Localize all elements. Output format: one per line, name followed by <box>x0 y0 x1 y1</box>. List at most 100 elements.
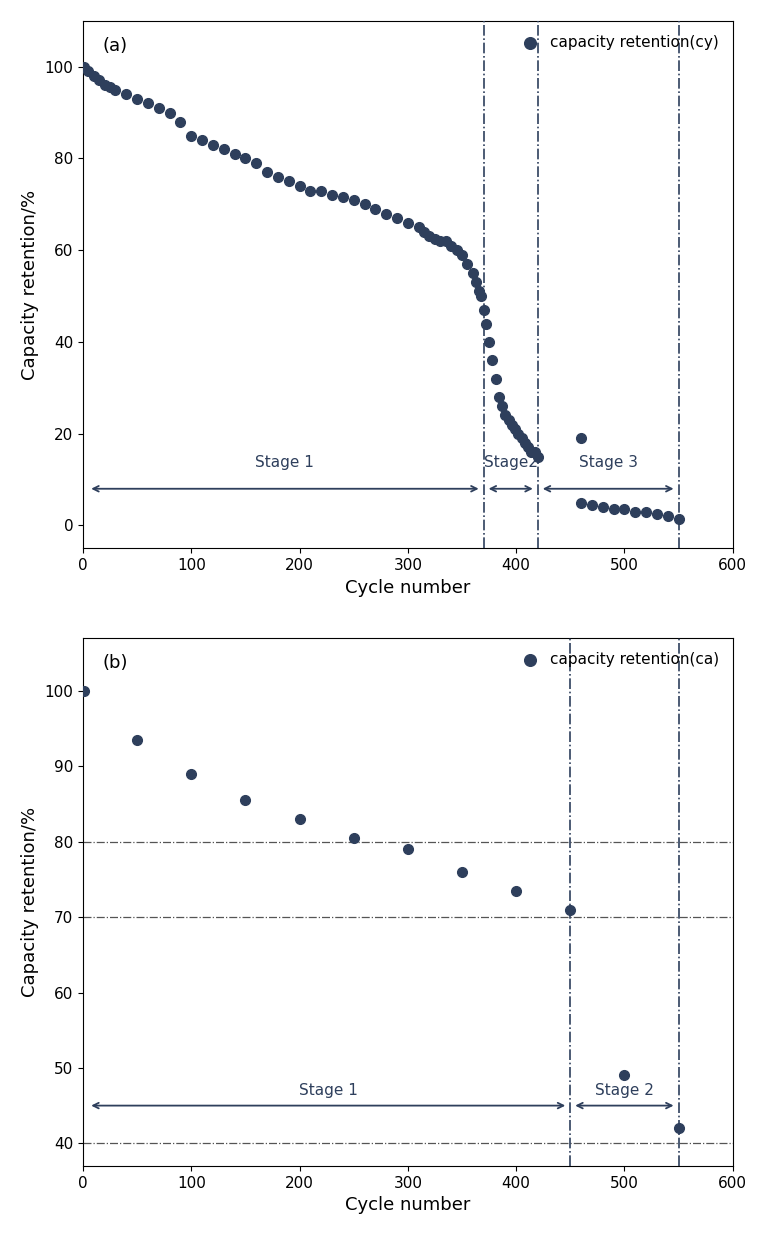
capacity retention(cy) <box>93 70 105 90</box>
capacity retention(cy) <box>618 499 631 519</box>
capacity retention(cy) <box>515 429 528 448</box>
capacity retention(cy) <box>391 209 403 228</box>
capacity retention(cy) <box>575 493 588 513</box>
capacity retention(cy) <box>473 282 485 301</box>
capacity retention(cy) <box>348 190 360 210</box>
capacity retention(cy) <box>434 231 446 251</box>
Text: Stage 1: Stage 1 <box>299 1083 358 1098</box>
capacity retention(cy) <box>88 65 100 85</box>
capacity retention(cy) <box>120 84 132 104</box>
capacity retention(cy) <box>597 498 609 517</box>
capacity retention(cy) <box>423 226 435 246</box>
capacity retention(cy) <box>640 501 652 521</box>
capacity retention(cy) <box>467 263 479 283</box>
capacity retention(cy) <box>528 442 541 462</box>
capacity retention(cy) <box>272 167 284 186</box>
capacity retention(ca) <box>131 730 144 750</box>
capacity retention(cy) <box>315 180 327 200</box>
capacity retention(ca) <box>618 1066 631 1086</box>
Y-axis label: Capacity retention/%: Capacity retention/% <box>21 806 39 997</box>
capacity retention(cy) <box>439 231 452 251</box>
Text: Stage 2: Stage 2 <box>595 1083 654 1098</box>
capacity retention(cy) <box>502 410 515 430</box>
capacity retention(cy) <box>525 442 538 462</box>
capacity retention(cy) <box>499 405 511 425</box>
capacity retention(cy) <box>196 130 208 149</box>
capacity retention(cy) <box>240 148 252 168</box>
capacity retention(cy) <box>483 332 495 352</box>
capacity retention(cy) <box>131 89 144 109</box>
capacity retention(cy) <box>429 228 441 248</box>
capacity retention(cy) <box>164 103 176 122</box>
capacity retention(cy) <box>522 437 535 457</box>
capacity retention(cy) <box>470 273 482 293</box>
Point <box>575 429 588 448</box>
capacity retention(cy) <box>82 62 94 82</box>
Legend: capacity retention(ca): capacity retention(ca) <box>508 646 725 673</box>
capacity retention(cy) <box>650 504 663 524</box>
capacity retention(cy) <box>412 217 425 237</box>
capacity retention(ca) <box>78 682 90 701</box>
capacity retention(cy) <box>509 419 521 438</box>
capacity retention(cy) <box>531 447 544 467</box>
capacity retention(ca) <box>185 764 197 784</box>
capacity retention(cy) <box>672 509 684 529</box>
Text: Stage 3: Stage 3 <box>578 456 637 471</box>
capacity retention(ca) <box>240 790 252 810</box>
capacity retention(ca) <box>672 1119 684 1139</box>
Text: Stage2: Stage2 <box>484 456 538 471</box>
capacity retention(cy) <box>478 300 490 320</box>
capacity retention(cy) <box>304 180 316 200</box>
capacity retention(cy) <box>475 287 488 306</box>
capacity retention(cy) <box>207 135 219 154</box>
capacity retention(cy) <box>450 241 462 261</box>
capacity retention(ca) <box>402 840 414 860</box>
Text: (b): (b) <box>102 655 128 672</box>
capacity retention(cy) <box>283 172 295 191</box>
capacity retention(cy) <box>480 314 492 333</box>
capacity retention(cy) <box>486 351 498 370</box>
capacity retention(cy) <box>336 188 349 207</box>
capacity retention(cy) <box>661 506 674 526</box>
capacity retention(cy) <box>250 153 263 173</box>
capacity retention(cy) <box>418 222 430 242</box>
capacity retention(ca) <box>293 809 306 829</box>
capacity retention(cy) <box>98 75 111 95</box>
capacity retention(cy) <box>293 177 306 196</box>
capacity retention(cy) <box>489 369 502 389</box>
capacity retention(cy) <box>369 199 382 219</box>
capacity retention(ca) <box>456 862 468 882</box>
capacity retention(cy) <box>174 112 187 132</box>
Y-axis label: Capacity retention/%: Capacity retention/% <box>21 189 39 379</box>
capacity retention(cy) <box>185 126 197 146</box>
capacity retention(cy) <box>456 245 468 264</box>
capacity retention(cy) <box>78 57 90 77</box>
capacity retention(ca) <box>348 829 360 848</box>
capacity retention(cy) <box>512 424 525 443</box>
X-axis label: Cycle number: Cycle number <box>345 1197 471 1214</box>
capacity retention(cy) <box>104 78 116 98</box>
capacity retention(cy) <box>109 80 121 100</box>
X-axis label: Cycle number: Cycle number <box>345 579 471 597</box>
capacity retention(cy) <box>153 98 165 117</box>
Legend: capacity retention(cy): capacity retention(cy) <box>509 28 725 56</box>
capacity retention(cy) <box>142 94 154 114</box>
capacity retention(cy) <box>380 204 392 224</box>
capacity retention(ca) <box>510 881 522 900</box>
capacity retention(cy) <box>492 387 505 406</box>
Text: Stage 1: Stage 1 <box>256 456 314 471</box>
capacity retention(cy) <box>607 499 620 519</box>
capacity retention(cy) <box>359 194 371 214</box>
capacity retention(cy) <box>402 212 414 232</box>
capacity retention(cy) <box>326 185 338 205</box>
capacity retention(cy) <box>629 501 641 521</box>
capacity retention(cy) <box>445 236 457 256</box>
capacity retention(cy) <box>505 415 518 435</box>
capacity retention(cy) <box>586 495 598 515</box>
capacity retention(cy) <box>496 396 508 416</box>
capacity retention(cy) <box>518 433 531 453</box>
capacity retention(cy) <box>261 162 273 182</box>
capacity retention(cy) <box>217 140 230 159</box>
capacity retention(cy) <box>462 254 474 274</box>
capacity retention(ca) <box>564 900 577 920</box>
